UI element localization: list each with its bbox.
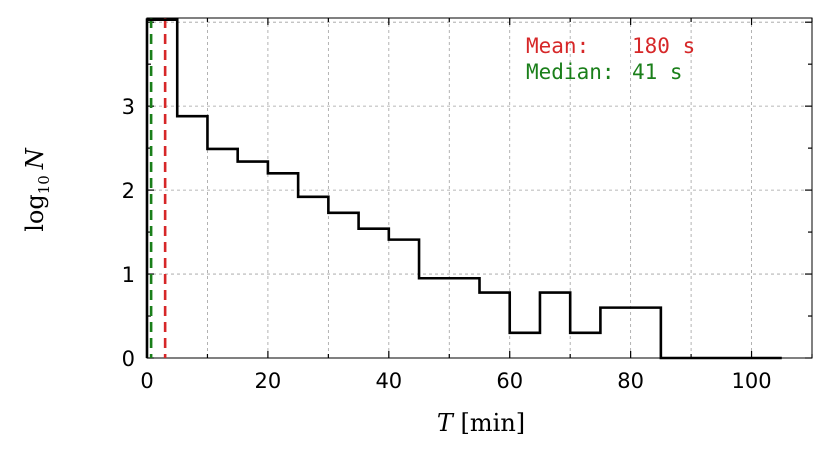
histogram-bin (419, 278, 449, 358)
mean-label: Mean: (526, 34, 589, 58)
histogram-bin (298, 197, 328, 358)
histogram-bin (510, 333, 540, 358)
y-axis-label-group: log10 N (21, 147, 53, 232)
grid-lines (147, 18, 812, 358)
histogram-bin (540, 293, 570, 358)
mean-annotation: Mean: 180 s (526, 34, 695, 58)
x-tick-labels: 0 20 40 60 80 100 (140, 369, 771, 393)
histogram-step-line (145, 18, 782, 360)
x-axis-label: T [min] (437, 409, 525, 437)
y-axis-func: log (21, 194, 49, 232)
stats-annotation: Mean: 180 s Median: 41 s (526, 34, 695, 84)
y-tick-label: 3 (122, 95, 135, 119)
histogram-bin (480, 293, 510, 358)
histogram-bin (600, 308, 630, 358)
y-tick-label: 0 (122, 347, 135, 371)
axis-ticks (146, 18, 813, 359)
y-tick-labels: 0 1 2 3 (122, 95, 135, 371)
x-axis-unit: [min] (461, 409, 526, 437)
median-value: 41 s (632, 60, 683, 84)
histogram-bin (268, 173, 298, 358)
median-label: Median: (526, 60, 615, 84)
y-tick-label: 2 (122, 179, 135, 203)
y-axis-var: N (21, 147, 49, 170)
histogram-bin (177, 116, 207, 358)
median-annotation: Median: 41 s (526, 60, 683, 84)
x-tick-label: 60 (496, 369, 523, 393)
y-axis-sub: 10 (35, 175, 53, 194)
histogram-bin (631, 308, 661, 358)
x-axis-var: T (437, 409, 455, 437)
mean-value: 180 s (632, 34, 695, 58)
histogram-bin (359, 229, 389, 358)
histogram-bin (207, 149, 237, 358)
histogram-bin (328, 213, 358, 358)
x-tick-label: 20 (255, 369, 282, 393)
x-tick-label: 80 (617, 369, 644, 393)
y-axis-label: log10 N (21, 147, 53, 232)
x-tick-label: 40 (375, 369, 402, 393)
histogram-bin (449, 278, 479, 358)
histogram-bin (570, 333, 600, 358)
x-tick-label: 0 (140, 369, 153, 393)
histogram-bin (238, 162, 268, 358)
histogram-bin (389, 240, 419, 358)
histogram-bin (147, 20, 177, 358)
x-tick-label: 100 (731, 369, 771, 393)
y-tick-label: 1 (122, 263, 135, 287)
stat-lines (149, 18, 167, 358)
